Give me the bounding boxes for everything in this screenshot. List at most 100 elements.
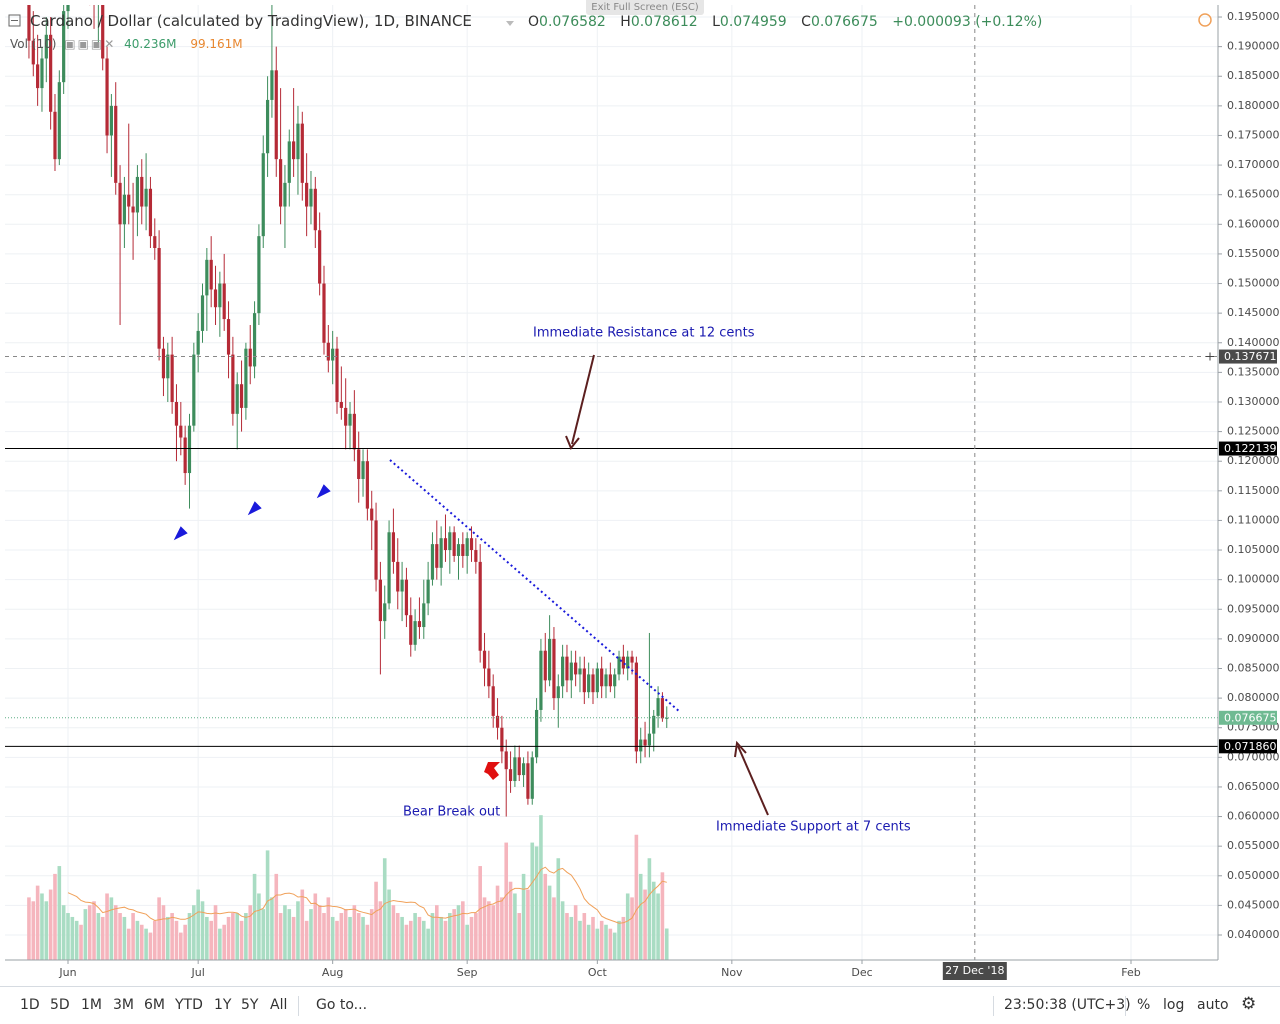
collapse-icon[interactable] xyxy=(8,14,21,27)
auto-toggle[interactable]: auto xyxy=(1197,997,1229,1013)
volume-bar xyxy=(617,920,621,960)
range-button[interactable]: 1D xyxy=(20,997,40,1013)
x-tick-label: Jul xyxy=(191,966,205,979)
candle-body xyxy=(261,153,265,237)
volume-bar xyxy=(131,913,135,960)
candle-body xyxy=(409,615,413,645)
y-tick-label: 0.190000 xyxy=(1227,40,1280,53)
alert-icon[interactable] xyxy=(1198,13,1212,27)
candle-body xyxy=(478,561,482,651)
volume-bar xyxy=(526,889,530,960)
volume-bar xyxy=(534,846,539,960)
candle-body xyxy=(53,111,57,160)
candle-body xyxy=(630,656,634,663)
volume-bar xyxy=(591,916,595,960)
candle-body xyxy=(179,425,183,438)
volume-bar xyxy=(621,916,626,960)
price-tag xyxy=(1219,710,1277,725)
volume-bar xyxy=(560,901,565,960)
volume-bar xyxy=(361,916,365,960)
volume-bar xyxy=(74,920,79,960)
volume-bar xyxy=(187,913,192,960)
volume-bar xyxy=(144,928,148,960)
volume-bar xyxy=(196,889,200,960)
candle-body xyxy=(652,715,656,734)
separator xyxy=(1125,996,1126,1016)
candle-body xyxy=(127,194,131,207)
volume-bar xyxy=(400,916,404,960)
volume-bar xyxy=(643,889,647,960)
volume-bar xyxy=(309,909,313,960)
candle-body xyxy=(556,686,560,699)
exit-fullscreen[interactable]: Exit Full Screen (ESC) xyxy=(586,0,704,15)
volume-bar xyxy=(35,885,40,960)
candle-body xyxy=(565,656,569,681)
range-button[interactable]: 5D xyxy=(50,997,70,1013)
volume-bar xyxy=(265,850,270,960)
candle-body xyxy=(122,194,127,225)
candle-body xyxy=(561,656,565,687)
range-button[interactable]: 5Y xyxy=(241,997,259,1013)
volume-bar xyxy=(165,916,170,960)
volume-bar xyxy=(161,905,166,960)
y-tick-label: 0.040000 xyxy=(1227,928,1280,941)
y-tick-label: 0.070000 xyxy=(1227,750,1280,763)
candle-body xyxy=(422,603,426,628)
crosshair-tag xyxy=(942,962,1007,980)
percent-toggle[interactable]: % xyxy=(1137,997,1151,1013)
y-tick-label: 0.175000 xyxy=(1227,128,1280,141)
volume-bar xyxy=(539,815,543,960)
range-button[interactable]: 6M xyxy=(144,997,165,1013)
y-tick-label: 0.105000 xyxy=(1227,543,1280,556)
volume-bar xyxy=(48,889,53,960)
legend-icons[interactable]: ▣▣▣✕ xyxy=(64,37,117,51)
volume-ma-value: 99.161M xyxy=(190,37,243,51)
volume-bar xyxy=(625,893,630,960)
y-tick-label: 0.140000 xyxy=(1227,336,1280,349)
volume-bar xyxy=(504,842,509,960)
volume-bar xyxy=(257,893,261,960)
candle-body xyxy=(387,532,391,604)
volume-bar xyxy=(461,901,465,960)
crosshair-y-label: 0.137671 xyxy=(1224,350,1277,363)
candle-body xyxy=(621,656,625,669)
y-tick-label: 0.115000 xyxy=(1227,484,1280,497)
change: +0.000093 (+0.12%) xyxy=(892,14,1043,30)
volume-bar xyxy=(352,905,357,960)
candle-body xyxy=(170,354,174,402)
candle-body xyxy=(57,82,61,160)
range-button[interactable]: 1Y xyxy=(214,997,232,1013)
candle-body xyxy=(257,236,261,314)
volume-bar xyxy=(209,920,213,960)
volume-bar xyxy=(213,905,218,960)
annotation: Immediate Support at 7 cents xyxy=(716,820,911,835)
y-tick-label: 0.125000 xyxy=(1227,425,1280,438)
candle-body xyxy=(439,538,443,568)
x-tick-label: Jun xyxy=(58,966,76,979)
range-button[interactable]: 3M xyxy=(113,997,134,1013)
range-button[interactable]: 1M xyxy=(81,997,102,1013)
candle-body xyxy=(27,5,31,41)
range-button[interactable]: All xyxy=(270,997,288,1013)
volume-bar xyxy=(174,920,179,960)
goto-button[interactable]: Go to... xyxy=(316,997,368,1013)
candle-body xyxy=(521,763,526,776)
volume-bar xyxy=(330,916,335,960)
dropdown-icon[interactable] xyxy=(506,21,514,26)
candle-body xyxy=(617,656,621,675)
candle-body xyxy=(274,70,278,160)
candle-body xyxy=(643,739,647,746)
x-tick-label: Nov xyxy=(721,966,743,979)
range-button[interactable]: YTD xyxy=(175,997,203,1013)
volume-bar xyxy=(96,913,101,960)
volume-bar xyxy=(530,842,535,960)
volume-bar xyxy=(452,909,456,960)
settings-icon[interactable]: ⚙ xyxy=(1241,994,1257,1014)
y-tick-label: 0.085000 xyxy=(1227,661,1280,674)
volume-bar xyxy=(647,858,652,960)
clock: 23:50:38 (UTC+3) xyxy=(1004,997,1131,1013)
y-tick-label: 0.160000 xyxy=(1227,217,1280,230)
log-toggle[interactable]: log xyxy=(1163,997,1185,1013)
crosshair-plus xyxy=(1206,352,1214,361)
volume-bar xyxy=(326,897,331,960)
